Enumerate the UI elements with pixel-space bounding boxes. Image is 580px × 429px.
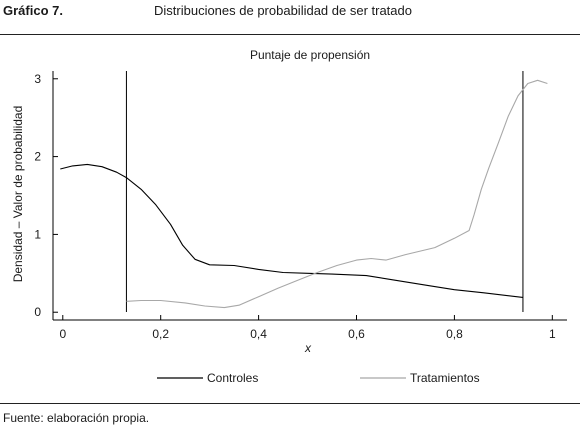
legend-label: Tratamientos [410,371,480,385]
legend: Controles Tratamientos [157,371,480,385]
y-tick-label: 3 [34,72,41,86]
x-tick-label: 0,8 [446,327,463,341]
chart-title: Puntaje de propensión [250,48,370,62]
x-tick-label: 1 [549,327,556,341]
legend-label: Controles [207,371,258,385]
x-axis-label: x [304,341,312,355]
bottom-rule [0,403,580,404]
top-rule [0,34,580,35]
x-tick-label: 0,4 [250,327,267,341]
x-tick-label: 0,6 [348,327,365,341]
y-tick-label: 2 [34,150,41,164]
series-line-controles [60,163,523,298]
series-line-tratamientos [126,79,548,309]
x-tick-label: 0 [59,327,66,341]
y-axis-label: Densidad – Valor de probabilidad [11,106,25,283]
figure-label: Gráfico 7. [3,3,63,18]
figure-title: Distribuciones de probabilidad de ser tr… [154,3,412,18]
figure-source: Fuente: elaboración propia. [3,411,150,425]
y-tick-label: 1 [34,227,41,241]
y-tick-label: 0 [34,305,41,319]
x-tick-label: 0,2 [152,327,169,341]
